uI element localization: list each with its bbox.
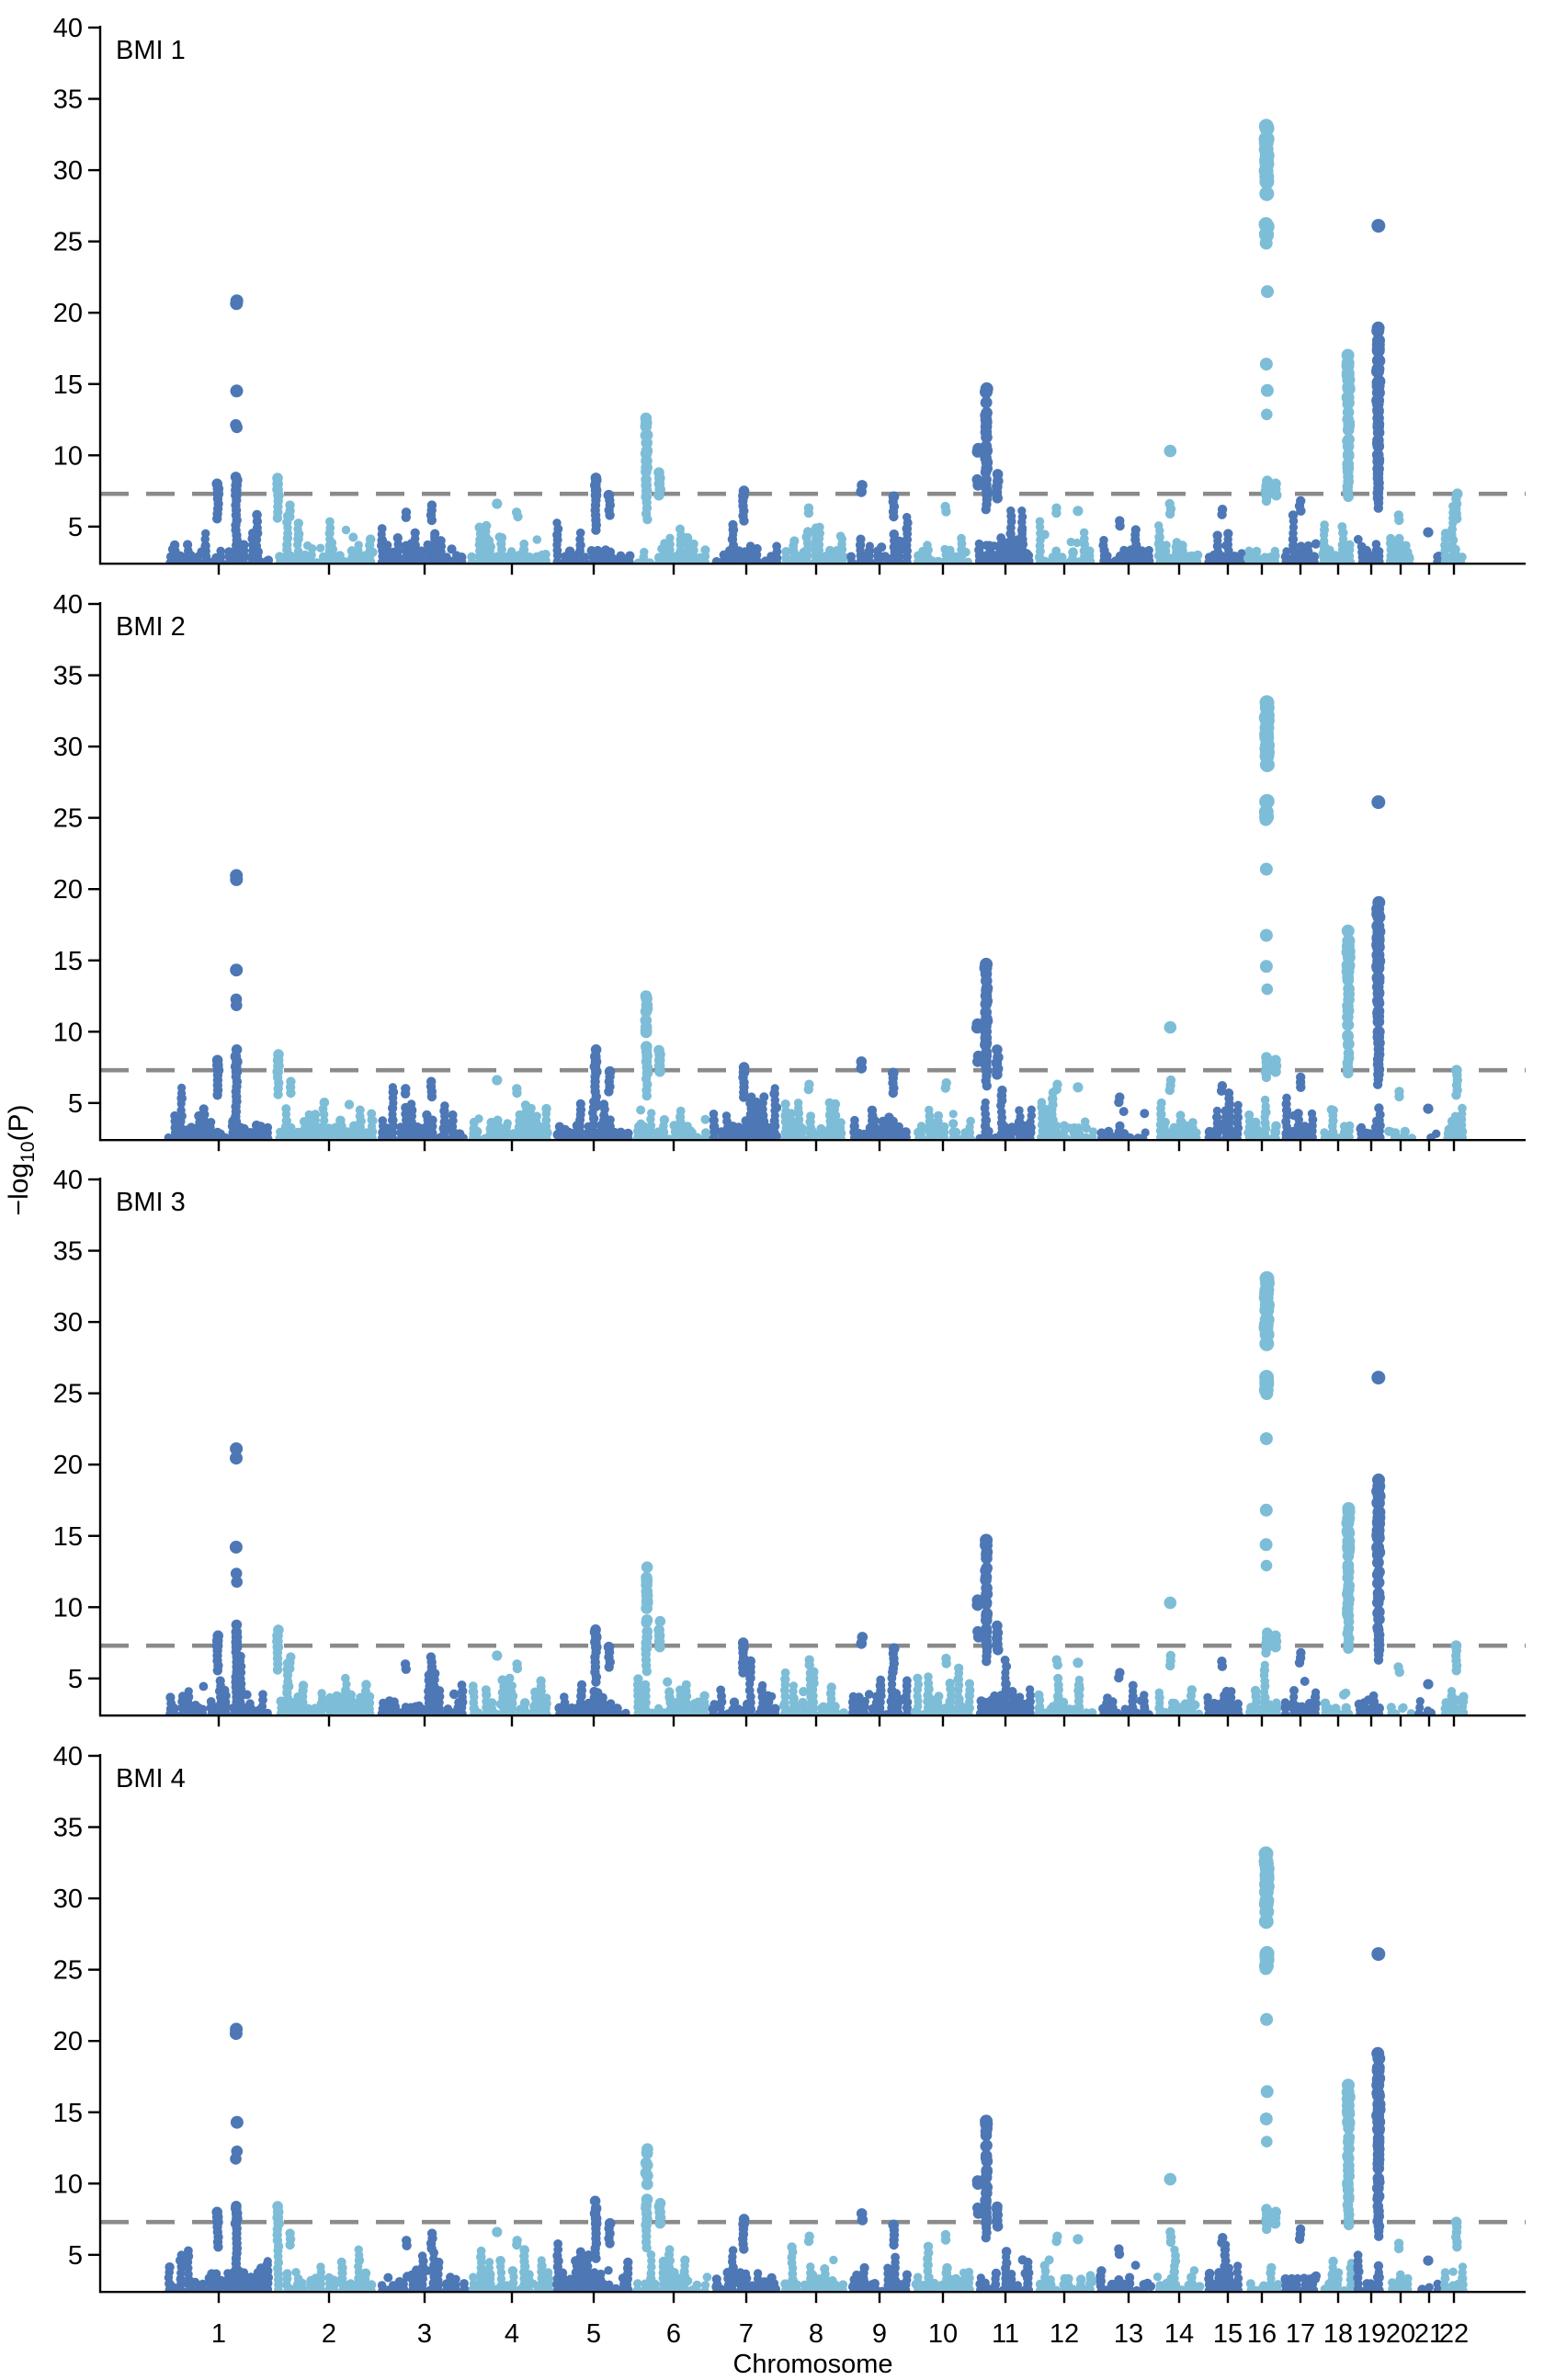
y-axis: 5 10 15 20 25 30 35 40 <box>53 590 102 1142</box>
panel-bmi-3: 5 10 15 20 25 30 35 40 BMI 3 <box>53 1166 1526 1727</box>
x-tick-label: 18 <box>1323 2319 1353 2349</box>
x-axis <box>100 1714 1526 1727</box>
data-points <box>164 1846 1468 2293</box>
y-axis: 5 10 15 20 25 30 35 40 <box>53 1166 102 1717</box>
y-tick-label: 25 <box>53 1380 83 1409</box>
y-tick-label: 40 <box>53 14 83 43</box>
x-axis <box>100 1138 1526 1152</box>
y-tick-label: 25 <box>53 1956 83 1986</box>
x-tick-label: 13 <box>1114 2319 1143 2349</box>
x-tick-label: 19 <box>1357 2319 1386 2349</box>
x-axis-title: Chromosome <box>732 2350 892 2379</box>
x-tick-label: 16 <box>1247 2319 1277 2349</box>
x-axis: 1 2 3 4 5 6 7 8 9 10 11 12 13 14 15 16 17 18 19 202122Chrom… <box>100 2290 1526 2379</box>
x-tick-label: 4 <box>505 2319 519 2349</box>
x-tick-label: 15 <box>1213 2319 1243 2349</box>
x-tick-label: 6 <box>666 2319 681 2349</box>
y-tick-label: 10 <box>53 441 83 471</box>
y-tick-label: 20 <box>53 875 83 905</box>
y-tick-label: 5 <box>68 513 83 542</box>
x-tick-label: 3 <box>417 2319 432 2349</box>
panel-bmi-2: 5 10 15 20 25 30 35 40 BMI 2 <box>53 590 1526 1152</box>
x-tick-label: 22 <box>1439 2319 1469 2349</box>
y-tick-label: 25 <box>53 228 83 257</box>
y-tick-label: 20 <box>53 1451 83 1480</box>
x-tick-label: 5 <box>586 2319 601 2349</box>
panel-label: BMI 1 <box>116 36 186 65</box>
y-tick-label: 40 <box>53 1166 83 1195</box>
x-tick-label: 20 <box>1386 2319 1415 2349</box>
y-tick-label: 5 <box>68 2241 83 2271</box>
y-tick-label: 20 <box>53 299 83 328</box>
y-tick-label: 15 <box>53 2099 83 2128</box>
y-tick-label: 5 <box>68 1665 83 1694</box>
x-tick-label: 2 <box>322 2319 336 2349</box>
y-tick-label: 20 <box>53 2027 83 2056</box>
y-tick-label: 30 <box>53 1885 83 1914</box>
y-tick-label: 30 <box>53 1308 83 1338</box>
y-tick-label: 15 <box>53 947 83 976</box>
y-tick-label: 5 <box>68 1089 83 1119</box>
y-tick-label: 10 <box>53 1593 83 1623</box>
y-tick-label: 25 <box>53 804 83 834</box>
x-tick-label: 21 <box>1414 2319 1444 2349</box>
panel-bmi-1: 5 10 15 20 25 30 35 40 BMI 1 <box>53 14 1526 575</box>
y-axis: 5 10 15 20 25 30 35 40 <box>53 1742 102 2294</box>
x-tick-label: 9 <box>872 2319 887 2349</box>
panel-label: BMI 4 <box>116 1764 186 1794</box>
data-points <box>165 119 1467 564</box>
x-tick-label: 17 <box>1286 2319 1315 2349</box>
x-tick-label: 12 <box>1050 2319 1079 2349</box>
y-tick-label: 10 <box>53 2169 83 2199</box>
y-axis: 5 10 15 20 25 30 35 40 <box>53 14 102 565</box>
y-axis-title: −log10(P) <box>4 1105 39 1216</box>
x-tick-label: 10 <box>928 2319 958 2349</box>
x-tick-label: 1 <box>211 2319 226 2349</box>
x-tick-label: 11 <box>992 2319 1019 2349</box>
data-points <box>164 695 1468 1141</box>
x-tick-label: 8 <box>809 2319 823 2349</box>
y-tick-label: 35 <box>53 1237 83 1267</box>
x-tick-label: 7 <box>739 2319 754 2349</box>
panel-label: BMI 2 <box>116 612 186 642</box>
x-tick-label: 14 <box>1164 2319 1194 2349</box>
y-tick-label: 15 <box>53 370 83 400</box>
x-axis <box>100 562 1526 575</box>
y-tick-label: 30 <box>53 156 83 186</box>
data-points <box>165 1270 1469 1716</box>
y-tick-label: 40 <box>53 1742 83 1771</box>
y-tick-label: 35 <box>53 1814 83 1843</box>
y-tick-label: 30 <box>53 733 83 762</box>
y-tick-label: 10 <box>53 1018 83 1047</box>
y-tick-label: 35 <box>53 662 83 691</box>
y-tick-label: 40 <box>53 590 83 620</box>
y-tick-label: 35 <box>53 85 83 115</box>
panel-label: BMI 3 <box>116 1188 186 1217</box>
y-tick-label: 15 <box>53 1522 83 1552</box>
